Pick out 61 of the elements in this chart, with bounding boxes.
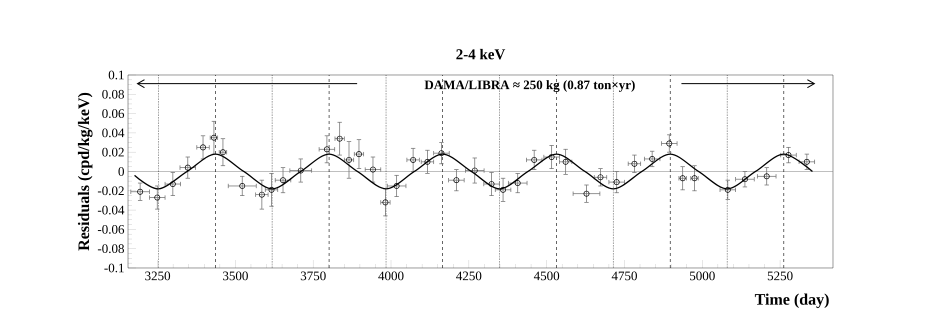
x-tick-label: 3750: [300, 272, 326, 280]
point: [154, 194, 160, 200]
point: [184, 164, 191, 171]
x-tick-label: 3250: [145, 272, 170, 280]
x-tick-label: 5250: [768, 272, 793, 280]
point: [298, 168, 304, 174]
y-tick-label: -0.08: [98, 244, 124, 254]
point: [764, 173, 770, 180]
point: [410, 156, 416, 163]
y-tick-label: 0.08: [102, 90, 124, 99]
point: [268, 186, 274, 193]
x-tick-label: 4000: [378, 272, 404, 280]
point: [137, 188, 144, 195]
point: [356, 151, 362, 158]
y-tick-label: 0.1: [108, 70, 124, 80]
point: [438, 150, 444, 156]
point: [584, 190, 590, 197]
point: [562, 158, 569, 165]
y-tick-label: -0.06: [98, 224, 124, 234]
point: [170, 181, 176, 187]
y-tick-label: -0.04: [98, 206, 124, 215]
point: [280, 177, 286, 184]
point: [488, 181, 495, 187]
y-tick-label: 0.04: [102, 128, 124, 138]
point: [239, 183, 246, 189]
y-tick-label: 0: [118, 167, 124, 176]
x-axis-title: Time (day): [754, 294, 829, 308]
point: [724, 186, 731, 193]
point: [742, 176, 748, 182]
y-axis-title: Residuals (cpd/kg/keV): [78, 92, 93, 251]
point: [631, 160, 638, 167]
point: [500, 186, 506, 193]
x-tick-label: 4500: [534, 272, 560, 280]
chart-title: 2-4 keV: [456, 48, 506, 60]
x-tick-label: 4750: [612, 272, 637, 280]
point: [548, 154, 555, 160]
point: [324, 146, 330, 152]
point: [804, 158, 810, 165]
point: [598, 174, 604, 180]
point: [370, 166, 376, 173]
y-tick-label: 0.06: [102, 109, 124, 118]
point: [424, 158, 430, 165]
x-tick-label: 4250: [456, 272, 482, 280]
point: [453, 177, 460, 184]
x-tick-label: 5000: [690, 272, 715, 280]
point: [614, 179, 620, 186]
point: [531, 156, 538, 163]
point: [649, 156, 656, 162]
point: [258, 192, 265, 198]
point: [786, 152, 792, 158]
y-tick-label: -0.02: [98, 186, 124, 196]
point: [346, 156, 352, 163]
point: [394, 183, 400, 189]
x-tick-label: 3500: [223, 272, 248, 280]
y-tick-label: 0.02: [102, 148, 124, 157]
point: [200, 144, 206, 150]
point: [514, 180, 521, 186]
annotation: DAMA/LIBRA ≈ 250 kg (0.87 ton×yr): [424, 80, 635, 92]
point: [472, 168, 478, 174]
y-tick-label: -0.1: [104, 264, 124, 272]
point: [666, 140, 672, 146]
